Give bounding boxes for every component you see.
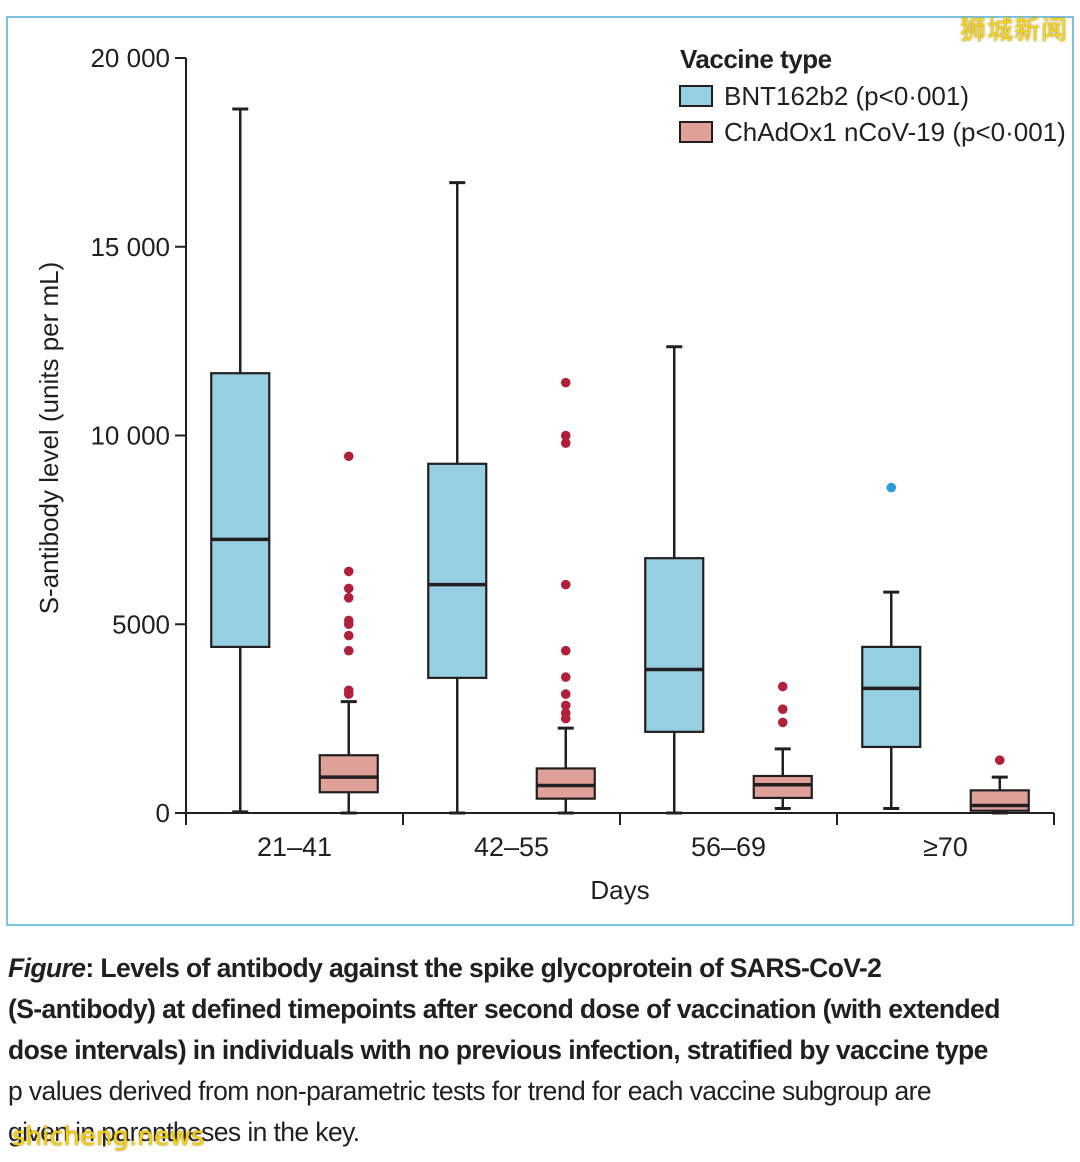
outlier-point <box>343 583 354 594</box>
y-tick-label: 15 000 <box>90 232 170 262</box>
box-iqr <box>427 462 488 679</box>
legend-entry-label: ChAdOx1 nCoV-19 (p<0·001) <box>724 117 1066 147</box>
caption-figure-label: Figure <box>8 953 86 983</box>
outlier-point <box>343 451 354 462</box>
outlier-point <box>560 579 571 590</box>
outlier-point <box>560 430 571 441</box>
caption-title-part-2: (S-antibody) at defined timepoints after… <box>8 994 1000 1024</box>
boxplot-chart: 0 5000 10 000 15 000 20 000 S-antibody level … <box>34 43 1066 905</box>
legend-swatch <box>679 85 713 107</box>
outlier-point <box>777 704 788 714</box>
box-iqr <box>752 774 813 800</box>
outlier-point <box>560 645 571 656</box>
outlier-point <box>343 685 354 696</box>
box-iqr <box>861 645 922 749</box>
watermark-bottom: shicheng.news <box>12 1122 205 1152</box>
x-tick-label: 56–69 <box>691 832 766 862</box>
outlier-point <box>994 755 1005 765</box>
legend-swatch <box>679 121 713 143</box>
outlier-point <box>560 708 571 718</box>
y-tick-label: 5000 <box>112 609 170 639</box>
outlier-point <box>343 645 354 656</box>
caption-note-line-2: given in parentheses in the key. <box>8 1117 360 1147</box>
figure-panel: 0 5000 10 000 15 000 20 000 S-antibody level … <box>6 16 1074 926</box>
y-tick-label: 10 000 <box>90 421 170 451</box>
outlier-point <box>560 689 571 699</box>
outlier-point <box>560 700 571 711</box>
x-tick-label: 21–41 <box>257 832 332 862</box>
caption-line-1: Figure: Levels of antibody against the s… <box>8 948 1078 989</box>
figure-caption: Figure: Levels of antibody against the s… <box>8 948 1078 1153</box>
x-tick-label: ≥70 <box>923 832 968 862</box>
box-iqr <box>969 789 1030 812</box>
legend-entry-label: BNT162b2 (p<0·001) <box>724 81 969 111</box>
outlier-point <box>886 482 897 493</box>
legend-title: Vaccine type <box>680 44 832 74</box>
box-iqr <box>318 754 379 794</box>
box-iqr <box>535 767 596 800</box>
y-axis-label: S-antibody level (units per mL) <box>34 262 64 615</box>
outlier-point <box>343 566 354 577</box>
y-tick-label: 20 000 <box>90 43 170 73</box>
outlier-point <box>343 630 354 641</box>
box-iqr <box>644 557 705 733</box>
watermark-top: 狮城新闻 <box>959 16 1068 46</box>
caption-title-part-3: dose intervals) in individuals with no p… <box>8 1035 988 1065</box>
x-tick-label: 42–55 <box>474 832 549 862</box>
x-axis-label: Days <box>590 875 649 905</box>
outlier-point <box>343 615 354 626</box>
outlier-point <box>777 717 788 728</box>
outlier-point <box>560 377 571 388</box>
box-iqr <box>210 372 271 648</box>
outlier-point <box>777 681 788 692</box>
caption-note-line-1: p values derived from non-parametric tes… <box>8 1076 932 1106</box>
y-tick-label: 0 <box>156 798 170 828</box>
outlier-point <box>560 672 571 682</box>
outlier-point <box>560 438 571 448</box>
outlier-point <box>343 593 354 603</box>
caption-title-part-1: : Levels of antibody against the spike g… <box>85 953 882 983</box>
